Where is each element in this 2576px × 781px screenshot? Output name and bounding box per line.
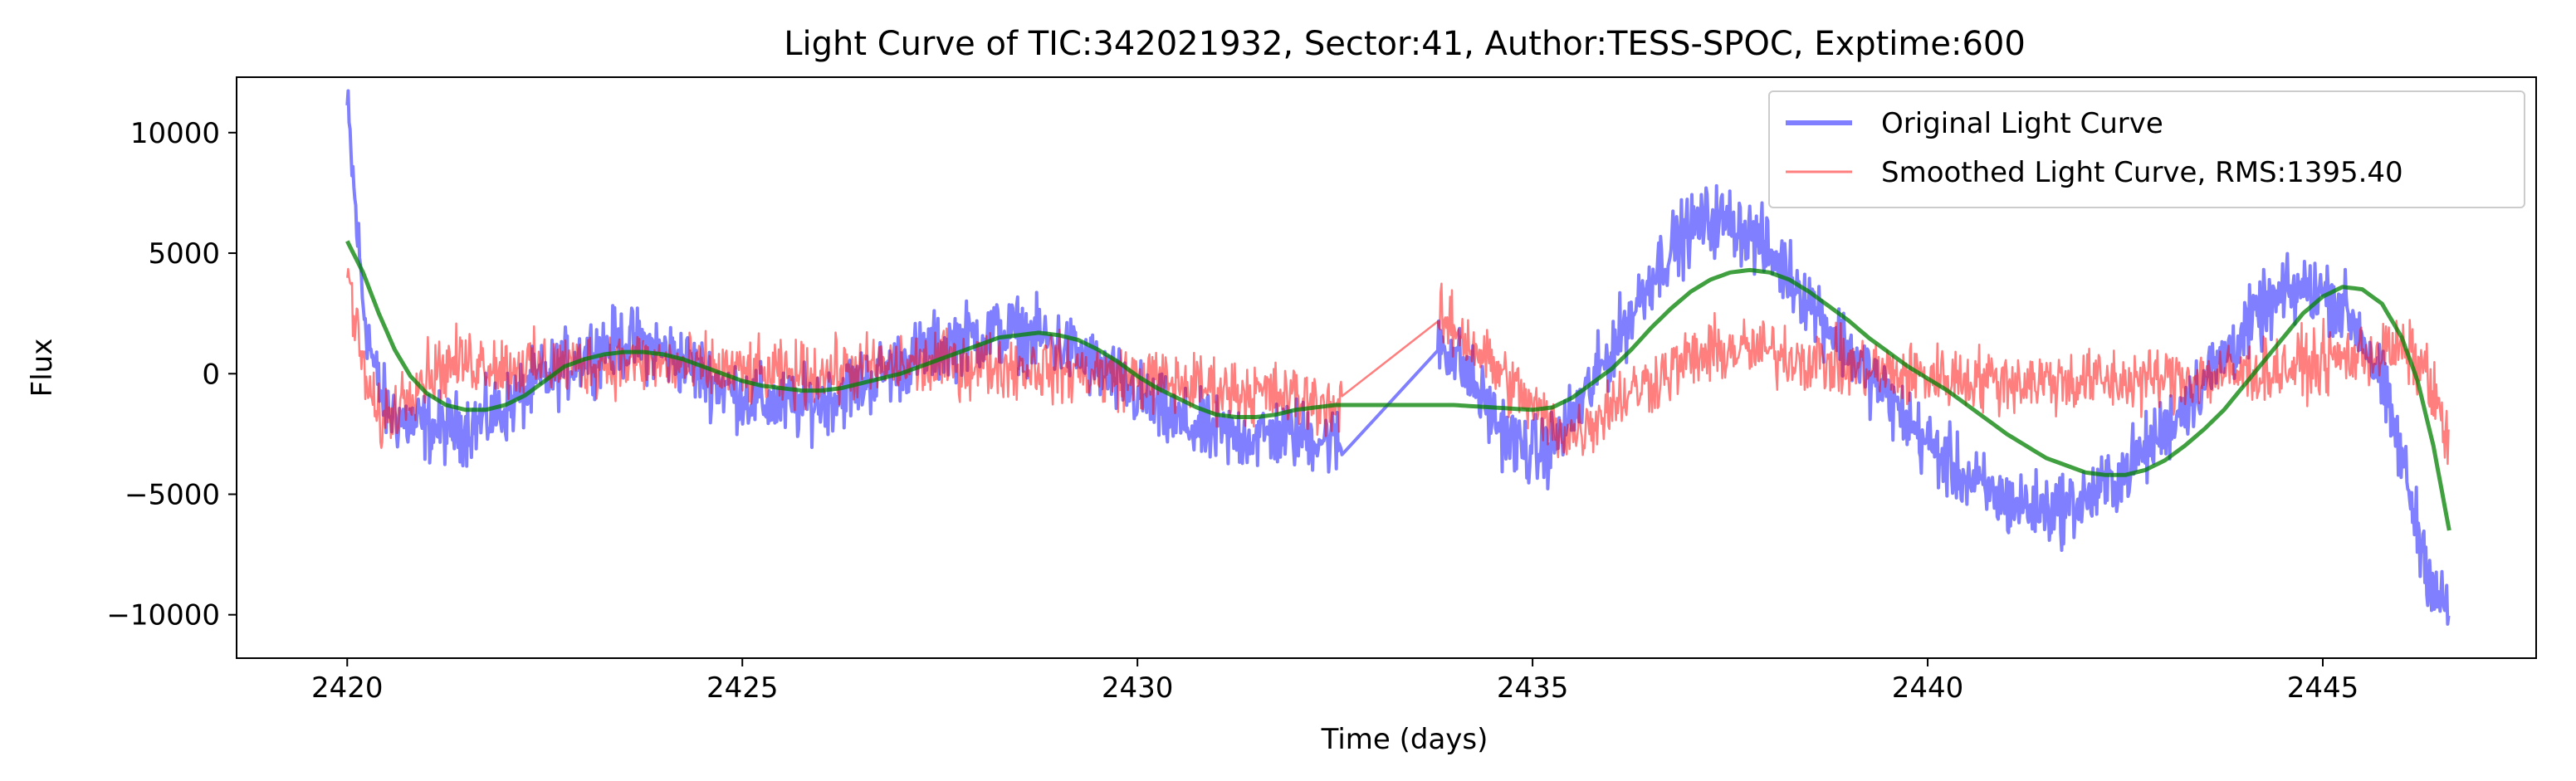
x-tick-label: 2445 xyxy=(2287,671,2359,705)
y-tick-label: −10000 xyxy=(106,599,220,632)
x-tick-label: 2430 xyxy=(1102,671,1174,705)
x-tick-label: 2425 xyxy=(706,671,779,705)
series-line-1 xyxy=(346,267,2450,466)
series-layer xyxy=(345,89,2451,626)
y-tick-label: −5000 xyxy=(125,478,220,511)
x-axis: 2420 2425 2430 2435 2440 2445 xyxy=(311,658,2358,705)
plot-frame xyxy=(236,76,2537,659)
chart-title: Light Curve of TIC:342021932, Sector:41,… xyxy=(784,25,2026,63)
y-axis: −10000 −5000 0 5000 10000 xyxy=(106,117,237,632)
legend-label-smoothed: Smoothed Light Curve, RMS:1395.40 xyxy=(1881,156,2403,189)
y-tick-label: 10000 xyxy=(130,117,220,150)
plot-area xyxy=(236,76,2537,659)
legend-label-original: Original Light Curve xyxy=(1881,107,2163,140)
legend-box xyxy=(1768,90,2525,208)
y-tick-label: 0 xyxy=(202,358,220,391)
x-axis-label: Time (days) xyxy=(1321,723,1488,756)
x-tick-label: 2440 xyxy=(1892,671,1964,705)
x-tick-label: 2420 xyxy=(311,671,384,705)
y-tick-label: 5000 xyxy=(148,237,220,271)
series-line-2 xyxy=(345,240,2451,531)
legend: Original Light Curve Smoothed Light Curv… xyxy=(1768,90,2525,208)
x-tick-label: 2435 xyxy=(1497,671,1569,705)
y-axis-label: Flux xyxy=(26,339,59,398)
